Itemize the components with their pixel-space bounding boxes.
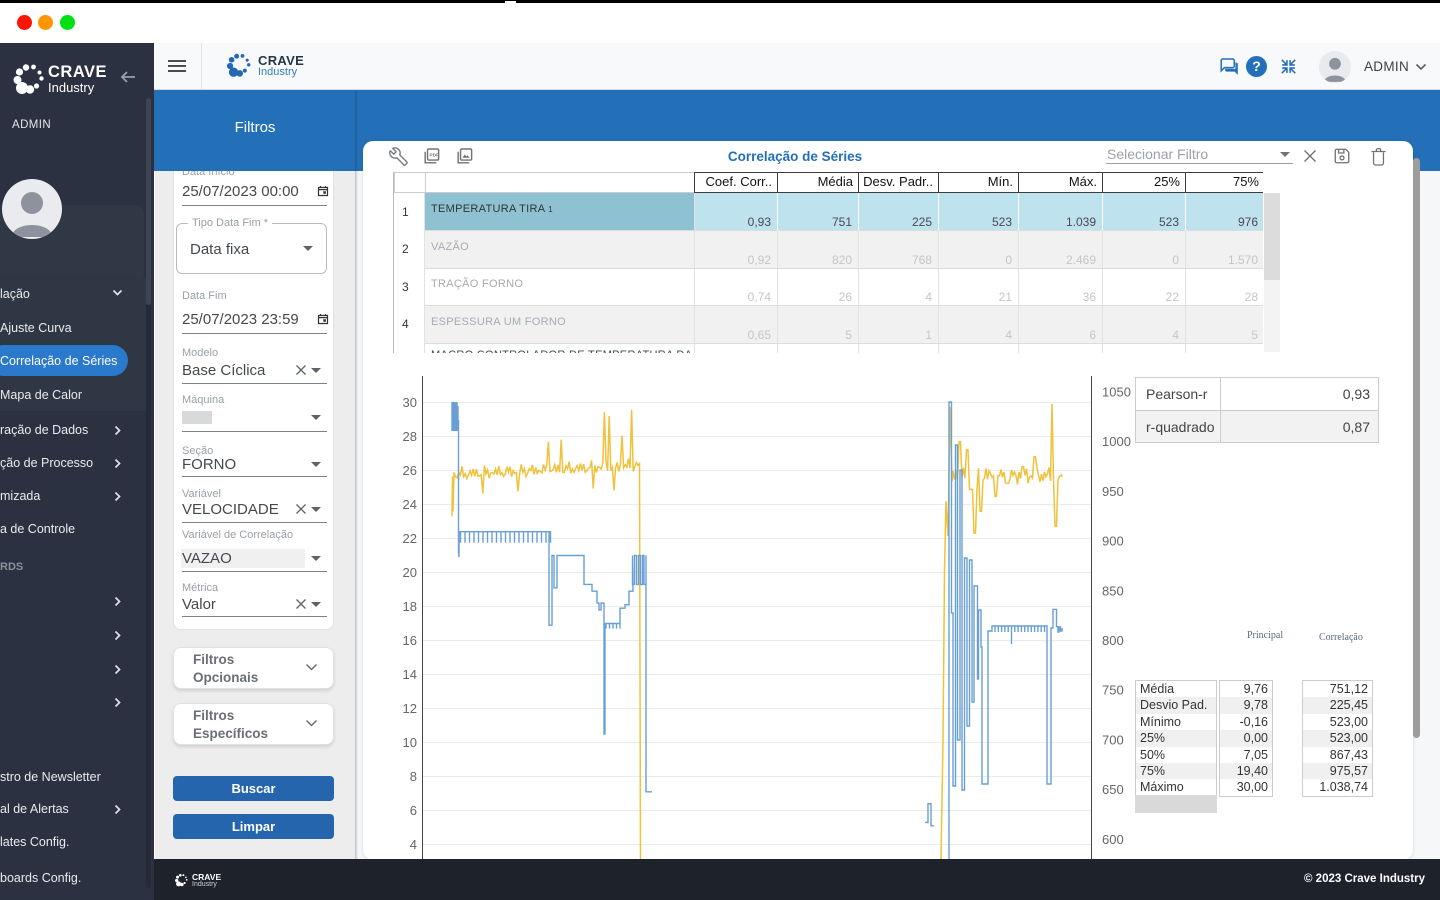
svg-text:16: 16 <box>403 633 417 648</box>
svg-text:30: 30 <box>403 395 417 410</box>
svg-text:950: 950 <box>1102 484 1124 499</box>
svg-text:24: 24 <box>403 497 417 512</box>
svg-text:PDF: PDF <box>430 153 440 159</box>
svg-text:1000: 1000 <box>1102 434 1131 449</box>
svg-text:600: 600 <box>1102 832 1124 847</box>
svg-text:800: 800 <box>1102 633 1124 648</box>
svg-text:26: 26 <box>403 463 417 478</box>
svg-text:20: 20 <box>403 565 417 580</box>
svg-text:22: 22 <box>403 531 417 546</box>
svg-text:750: 750 <box>1102 683 1124 698</box>
svg-text:700: 700 <box>1102 732 1124 747</box>
svg-text:14: 14 <box>403 667 417 682</box>
svg-text:6: 6 <box>410 803 417 818</box>
svg-text:900: 900 <box>1102 534 1124 549</box>
svg-text:12: 12 <box>403 701 417 716</box>
svg-text:8: 8 <box>410 769 417 784</box>
svg-text:10: 10 <box>403 735 417 750</box>
svg-text:18: 18 <box>403 599 417 614</box>
svg-text:4: 4 <box>410 837 417 852</box>
svg-text:28: 28 <box>403 429 417 444</box>
svg-text:1050: 1050 <box>1102 385 1131 400</box>
svg-text:650: 650 <box>1102 782 1124 797</box>
svg-text:850: 850 <box>1102 583 1124 598</box>
